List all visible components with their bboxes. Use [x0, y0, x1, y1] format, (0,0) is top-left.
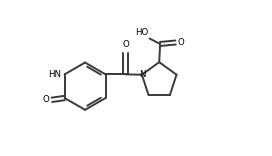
Text: HO: HO: [135, 28, 148, 37]
Text: O: O: [178, 38, 184, 47]
Text: N: N: [139, 70, 145, 79]
Text: O: O: [122, 40, 129, 49]
Text: O: O: [42, 95, 49, 104]
Text: HN: HN: [48, 70, 61, 79]
